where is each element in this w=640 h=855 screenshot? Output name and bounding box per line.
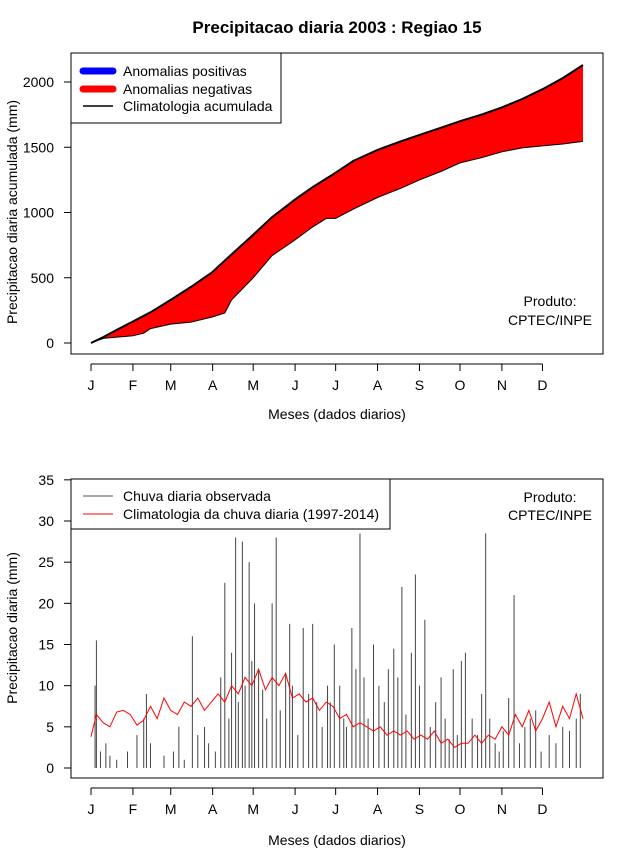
accum-x-tick-label: J: [292, 377, 299, 393]
negative-anomaly-area: [91, 65, 583, 343]
accum-x-tick-label: M: [165, 377, 177, 393]
observed-accum-line: [90, 140, 584, 344]
accum-credit-line1: Produto:: [524, 293, 577, 309]
daily-plot: [90, 533, 584, 768]
daily-x-tick-label: F: [129, 801, 138, 817]
daily-x-label: Meses (dados diarios): [268, 832, 406, 848]
daily-y-tick-label: 0: [46, 760, 54, 776]
daily-x-tick-label: J: [332, 801, 339, 817]
legend-label-observed: Chuva diaria observada: [123, 488, 271, 504]
daily-x-tick-label: D: [537, 801, 547, 817]
accum-x-tick-label: A: [373, 377, 383, 393]
daily-x-tick-label: A: [208, 801, 218, 817]
accum-x-tick-label: J: [332, 377, 339, 393]
daily-x-tick-label: S: [415, 801, 424, 817]
daily-y-label: Precipitacao diaria (mm): [4, 552, 20, 704]
daily-x-tick-label: M: [165, 801, 177, 817]
accum-x-tick-label: F: [129, 377, 138, 393]
daily-y-axis: 0 5 10 15 20 25 30 35: [38, 472, 72, 776]
accum-x-tick-label: N: [497, 377, 507, 393]
daily-x-tick-label: N: [497, 801, 507, 817]
accum-legend: Anomalias positivas Anomalias negativas …: [70, 52, 282, 124]
daily-clim-line: [90, 667, 584, 749]
accum-y-axis: 0 500 1000 1500 2000: [23, 74, 72, 351]
legend-label-negative: Anomalias negativas: [123, 81, 252, 97]
accum-y-tick-label: 1000: [23, 205, 54, 221]
chart-title: Precipitacao diaria 2003 : Regiao 15: [192, 18, 481, 37]
daily-credit-line2: CPTEC/INPE: [508, 507, 592, 523]
daily-y-tick-label: 20: [38, 595, 54, 611]
daily-credit-line1: Produto:: [524, 489, 577, 505]
daily-y-tick-label: 30: [38, 513, 54, 529]
legend-label-positive: Anomalias positivas: [123, 63, 247, 79]
accum-x-tick-label: A: [208, 377, 218, 393]
accum-x-tick-label: D: [537, 377, 547, 393]
accum-y-label: Precipitacao diaria acumulada (mm): [4, 100, 20, 324]
daily-y-tick-label: 10: [38, 678, 54, 694]
clim-accum-line: [90, 64, 584, 344]
accum-credit-line2: CPTEC/INPE: [508, 312, 592, 328]
daily-legend: Chuva diaria observada Climatologia da c…: [70, 478, 391, 530]
daily-y-tick-label: 25: [38, 554, 54, 570]
daily-y-tick-label: 35: [38, 472, 54, 488]
accum-y-tick-label: 2000: [23, 74, 54, 90]
accum-plot: [90, 64, 584, 344]
daily-x-tick-label: O: [455, 801, 466, 817]
accum-x-tick-label: J: [88, 377, 95, 393]
accum-y-tick-label: 1500: [23, 139, 54, 155]
accum-x-tick-label: M: [247, 377, 259, 393]
accum-x-tick-label: O: [455, 377, 466, 393]
daily-legend-box: [70, 478, 391, 530]
daily-x-tick-label: A: [373, 801, 383, 817]
legend-label-clim-accum: Climatologia acumulada: [123, 98, 273, 114]
legend-label-clim-daily: Climatologia da chuva diaria (1997-2014): [123, 506, 379, 522]
daily-x-tick-label: J: [292, 801, 299, 817]
daily-y-tick-label: 15: [38, 637, 54, 653]
daily-x-tick-label: J: [88, 801, 95, 817]
daily-x-tick-label: M: [247, 801, 259, 817]
accum-x-label: Meses (dados diarios): [268, 406, 406, 422]
daily-y-tick-label: 5: [46, 719, 54, 735]
accum-y-tick-label: 500: [31, 270, 55, 286]
accum-y-tick-label: 0: [46, 335, 54, 351]
accum-x-tick-label: S: [415, 377, 424, 393]
daily-observed-bars: [94, 533, 581, 768]
